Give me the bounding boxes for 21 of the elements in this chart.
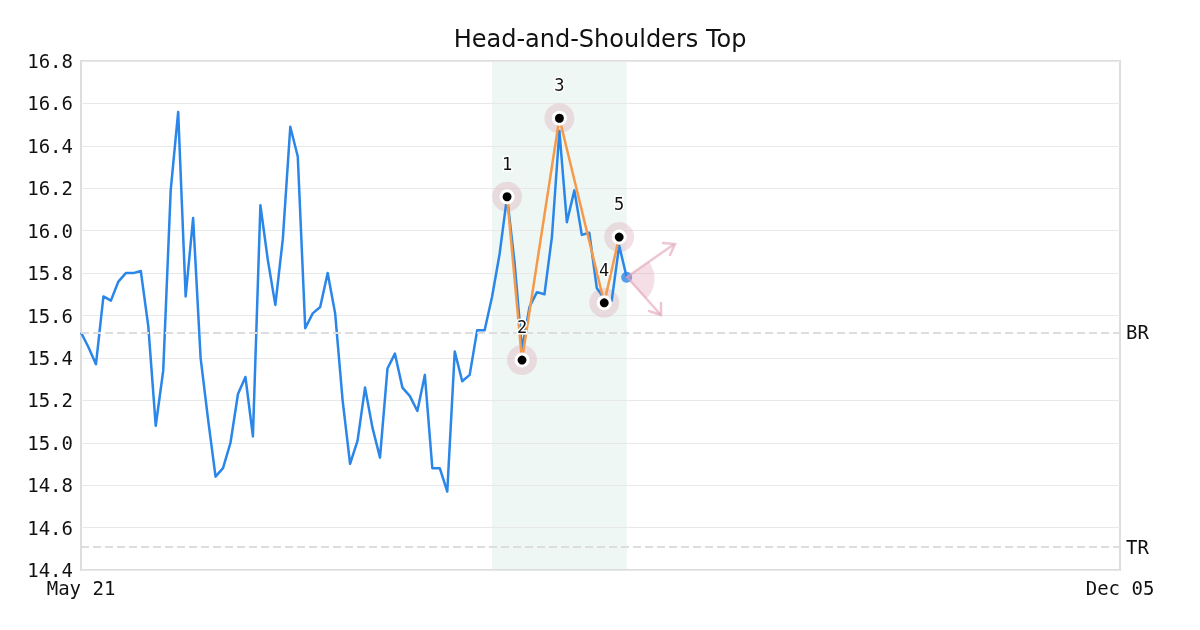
- y-tick-label: 16.8: [27, 50, 73, 72]
- ref-line-label: TR: [1126, 535, 1150, 558]
- ref-line-label: BR: [1126, 321, 1150, 344]
- y-tick-label: 15.6: [27, 304, 73, 327]
- y-tick-label: 15.4: [27, 346, 73, 369]
- y-tick-label: 15.0: [27, 431, 73, 454]
- annotation: 3: [554, 75, 565, 96]
- y-tick-label: 14.8: [27, 474, 73, 497]
- annotation: 5: [614, 194, 625, 215]
- y-tick-label: 16.6: [27, 92, 73, 115]
- y-tick-label: 16.0: [27, 219, 73, 242]
- chart-title: Head-and-Shoulders Top: [453, 25, 747, 53]
- y-tick-label: 16.4: [27, 134, 73, 157]
- annotation: 1: [501, 153, 513, 174]
- annotation: 4: [599, 259, 610, 280]
- y-tick-label: 14.6: [27, 516, 73, 539]
- point: [621, 271, 633, 283]
- y-tick-label: 15.2: [27, 389, 73, 412]
- y-tick-label: 16.2: [27, 177, 73, 200]
- y-tick-label: 15.8: [27, 262, 73, 285]
- x-tick-label: Dec 05: [1085, 576, 1155, 599]
